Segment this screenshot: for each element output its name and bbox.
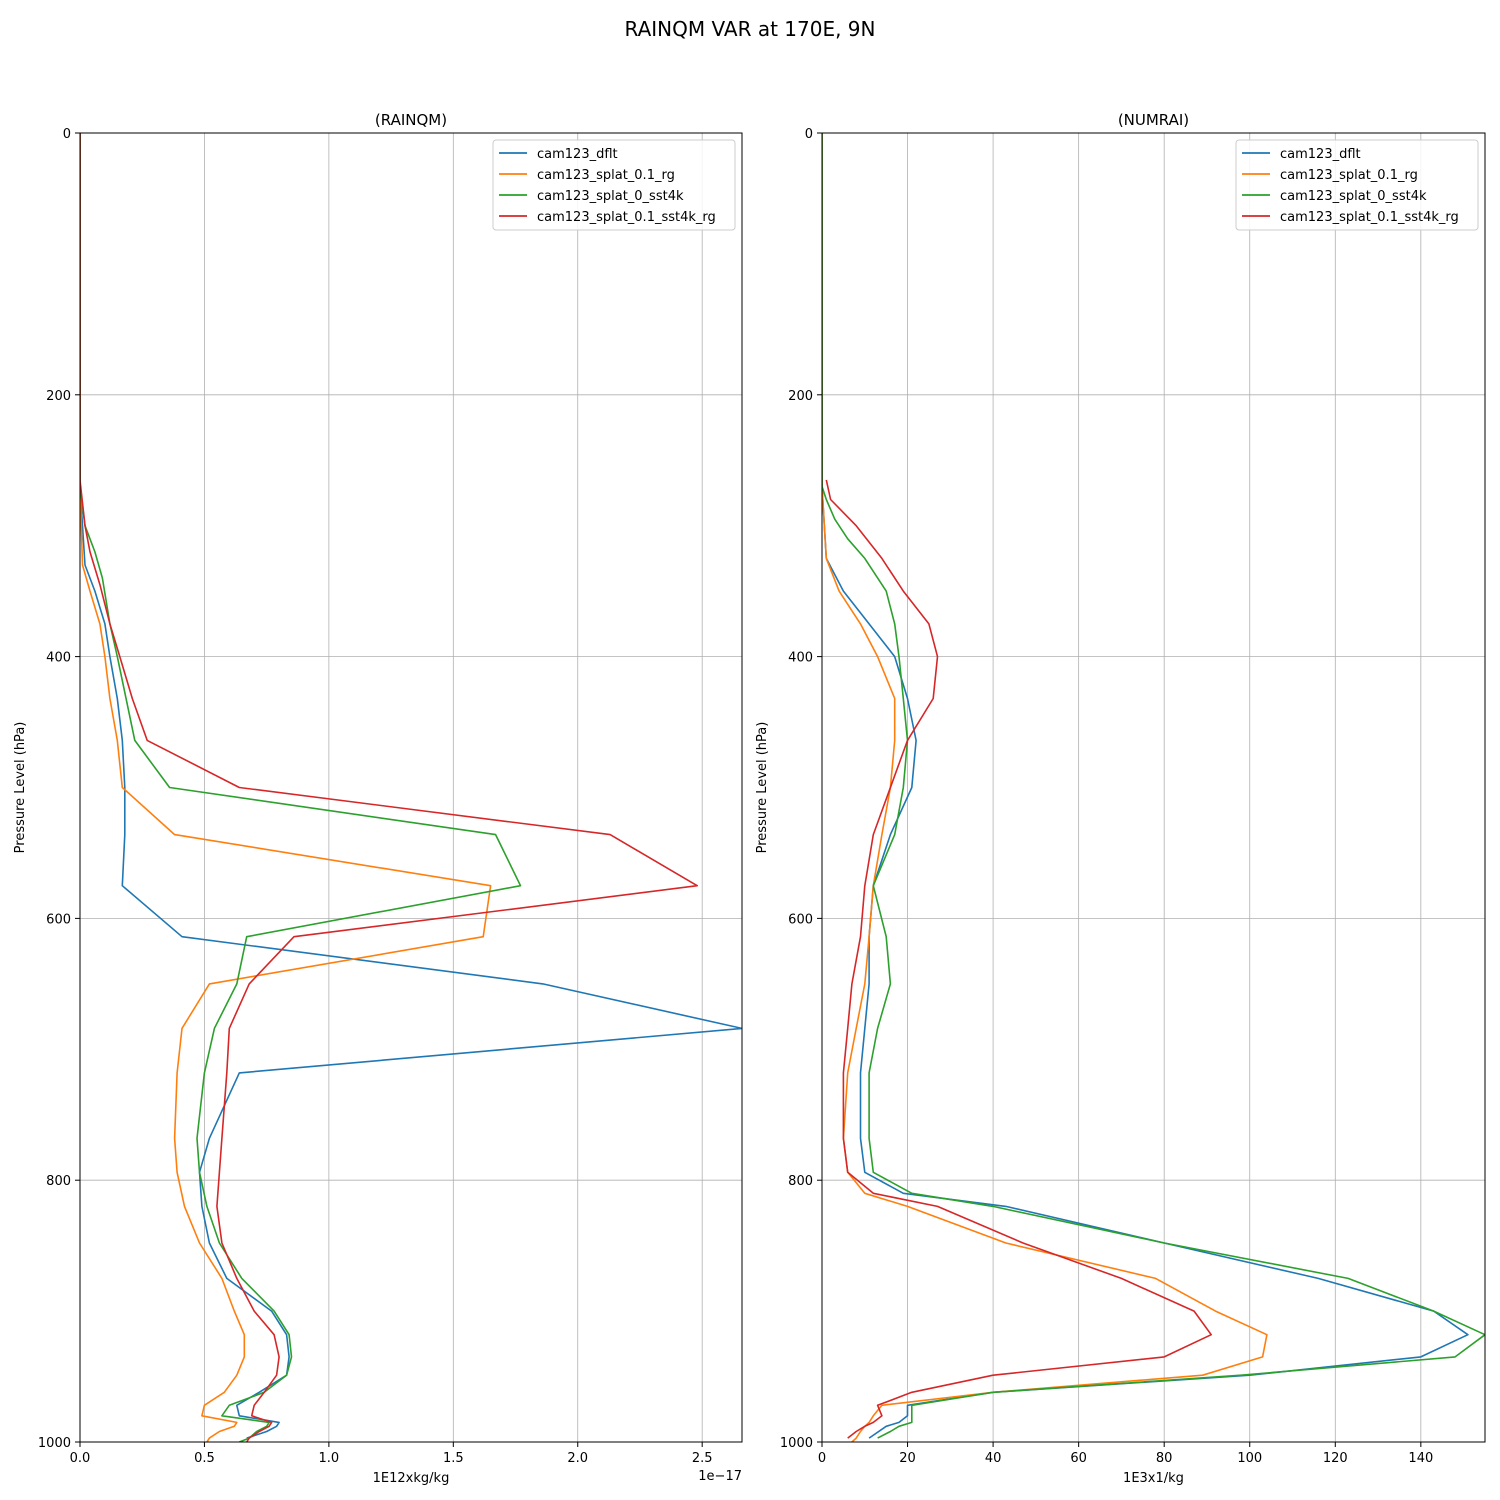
legend: cam123_dflt cam123_splat_0.1_rg cam123_spl… <box>492 139 736 231</box>
panel-1: 0.0 0.5 1.0 1.5 2.0 2.5 0 200 400 600 800 1000 (RAIN… <box>13 111 743 1486</box>
legend-label: cam123_dflt <box>537 147 618 162</box>
legend-label: cam123_splat_0.1_rg <box>537 168 675 183</box>
series-line-cam123-splat-0-1-rg <box>80 133 492 1442</box>
x-tick-label: 40 <box>985 1451 1002 1466</box>
legend-label: cam123_dflt <box>1280 147 1361 162</box>
series-line-cam123-dflt <box>822 133 1469 1439</box>
legend-box <box>492 139 736 231</box>
y-tick-label: 800 <box>46 1174 71 1189</box>
x-axis-label: 1E12xkg/kg <box>373 1471 450 1486</box>
y-tick-label: 0 <box>805 127 813 142</box>
series-group <box>822 133 1485 1442</box>
axes-frame <box>79 132 743 1443</box>
figure-title: RAINQM VAR at 170E, 9N <box>625 17 876 41</box>
y-tick-label: 400 <box>788 651 813 666</box>
x-tick-label: 140 <box>1408 1451 1433 1466</box>
y-tick-label: 1000 <box>780 1436 813 1451</box>
axes-frame <box>821 132 1486 1443</box>
x-tick-label: 80 <box>1156 1451 1173 1466</box>
grid <box>79 132 742 1443</box>
series-line-cam123-splat-0-1-rg <box>822 133 1268 1442</box>
legend-label: cam123_splat_0.1_sst4k_rg <box>1280 210 1459 225</box>
x-tick-label: 2.0 <box>567 1451 588 1466</box>
legend-label: cam123_splat_0_sst4k <box>537 189 684 204</box>
x-tick-label: 1.5 <box>443 1451 464 1466</box>
y-tick-label: 1000 <box>38 1436 71 1451</box>
y-tick-label: 200 <box>46 389 71 404</box>
y-axis-label: Pressure Level (hPa) <box>755 722 770 854</box>
x-tick-label: 2.5 <box>692 1451 713 1466</box>
x-offset-text: 1e−17 <box>698 1469 742 1484</box>
series-line-cam123-splat-0-1-sst4k-rg <box>80 133 699 1442</box>
x-tick-label: 20 <box>899 1451 916 1466</box>
x-tick-label: 0 <box>818 1451 826 1466</box>
x-tick-label: 0.0 <box>70 1451 91 1466</box>
legend: cam123_dflt cam123_splat_0.1_rg cam123_spl… <box>1235 139 1479 231</box>
series-line-cam123-splat-0-1-sst4k-rg <box>825 479 1212 1439</box>
legend-label: cam123_splat_0.1_sst4k_rg <box>537 210 716 225</box>
legend-label: cam123_splat_0.1_rg <box>1280 168 1418 183</box>
y-tick-label: 400 <box>46 651 71 666</box>
y-tick-label: 200 <box>788 389 813 404</box>
x-tick-label: 0.5 <box>194 1451 215 1466</box>
y-tick-label: 0 <box>63 127 71 142</box>
legend-label: cam123_splat_0_sst4k <box>1280 189 1427 204</box>
y-tick-label: 600 <box>46 912 71 927</box>
series-line-cam123-splat-0-sst4k <box>80 133 522 1442</box>
y-tick-label: 800 <box>788 1174 813 1189</box>
x-tick-label: 1.0 <box>319 1451 340 1466</box>
panel-2: 0 20 40 60 80 100 120 140 0 200 400 600 800 1000 (NUMR… <box>755 111 1486 1486</box>
y-axis-label: Pressure Level (hPa) <box>13 722 28 854</box>
x-tick-label: 120 <box>1323 1451 1348 1466</box>
grid <box>821 132 1485 1443</box>
x-tick-label: 60 <box>1070 1451 1087 1466</box>
series-line-cam123-dflt <box>80 133 742 1439</box>
x-tick-label: 100 <box>1237 1451 1262 1466</box>
legend-box <box>1235 139 1479 231</box>
series-group <box>80 133 742 1442</box>
axes-title: (RAINQM) <box>375 111 447 129</box>
x-axis-label: 1E3x1/kg <box>1123 1471 1184 1486</box>
series-line-cam123-splat-0-sst4k <box>822 133 1485 1439</box>
axes-title: (NUMRAI) <box>1118 111 1189 129</box>
y-tick-label: 600 <box>788 912 813 927</box>
